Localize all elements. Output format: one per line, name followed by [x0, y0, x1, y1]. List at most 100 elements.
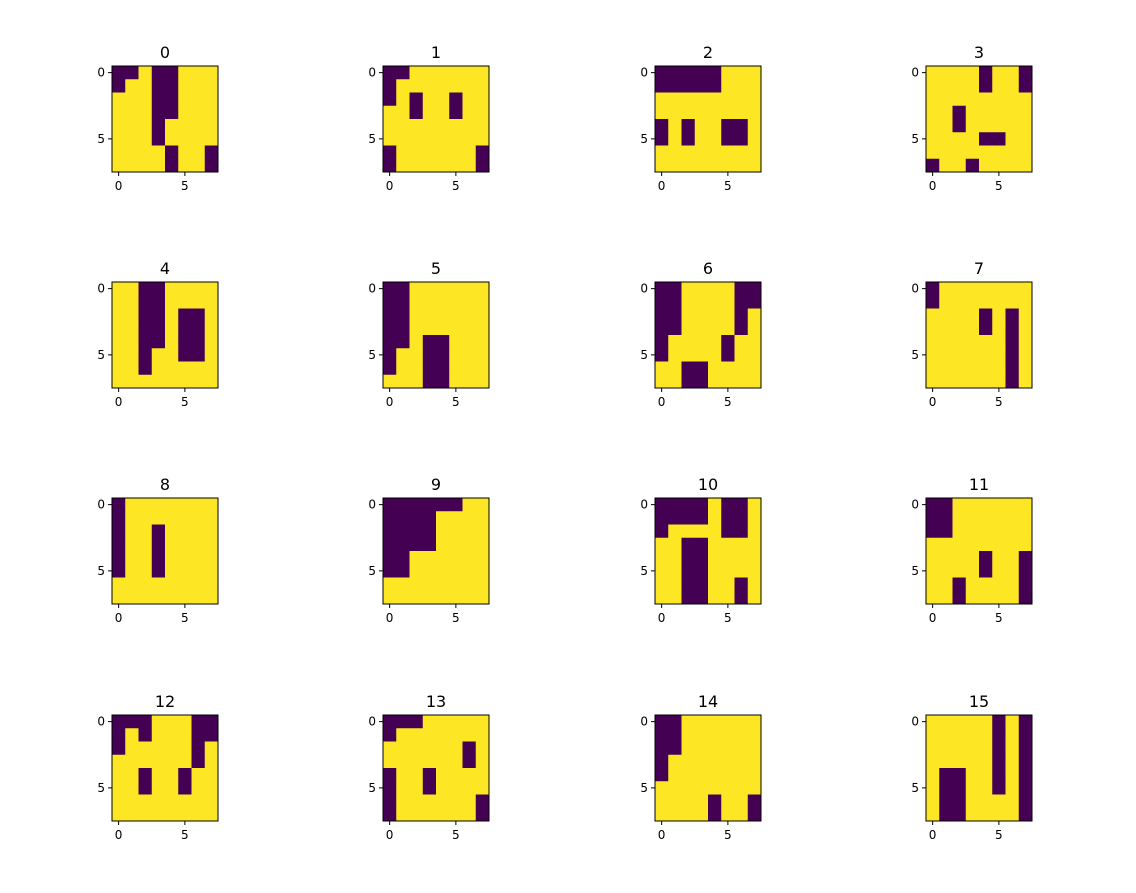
heatmap-cell [178, 754, 192, 769]
heatmap-cell [125, 524, 139, 539]
heatmap-cell [694, 308, 709, 323]
heatmap-cell [1005, 66, 1020, 80]
heatmap-cell [694, 754, 709, 769]
heatmap-cell [992, 537, 1006, 552]
heatmap-cell [409, 132, 424, 146]
y-tick-label: 0 [911, 282, 919, 296]
heatmap-cell [965, 807, 980, 822]
heatmap-cell [979, 741, 993, 756]
heatmap-cell [112, 282, 126, 296]
x-tick-label: 5 [452, 611, 460, 625]
heatmap-cell [668, 715, 682, 729]
heatmap-cell [1018, 295, 1033, 309]
heatmap-cell [191, 158, 206, 173]
heatmap-cell [1018, 498, 1033, 512]
heatmap-cell [655, 537, 669, 552]
heatmap-cell [409, 361, 424, 376]
heatmap-cell [965, 524, 980, 539]
heatmap-cell [979, 537, 993, 552]
heatmap-cell [668, 335, 682, 349]
heatmap-cell [708, 551, 722, 565]
heatmap-cell [409, 105, 424, 120]
heatmap-cell [422, 524, 437, 539]
heatmap-cell [125, 590, 139, 605]
heatmap-cell [138, 295, 153, 309]
heatmap-cell [178, 105, 192, 120]
heatmap-cell [204, 145, 219, 160]
heatmap-cell [178, 145, 192, 160]
heatmap-cell [747, 590, 762, 605]
heatmap-cell [965, 511, 980, 525]
heatmap-cell [747, 145, 762, 160]
heatmap-cell [138, 754, 153, 769]
heatmap-cell [204, 577, 219, 592]
heatmap-cell [475, 564, 490, 578]
heatmap-cell [191, 295, 206, 309]
heatmap-cell [125, 348, 139, 362]
heatmap-cell [694, 92, 709, 107]
heatmap-cell [694, 577, 709, 592]
heatmap-cell [747, 158, 762, 173]
y-tick-label: 5 [911, 348, 919, 362]
heatmap-cell [475, 282, 490, 296]
heatmap-cell [992, 794, 1006, 809]
heatmap-cell [734, 79, 749, 93]
heatmap-cell [396, 119, 410, 133]
heatmap-cell [449, 794, 463, 809]
heatmap-cell [383, 577, 397, 592]
heatmap-cell [734, 158, 749, 173]
heatmap-cell [952, 92, 967, 107]
heatmap-cell [449, 79, 463, 93]
heatmap-cell [475, 551, 490, 565]
heatmap-cell [734, 361, 749, 376]
heatmap-cell [1018, 66, 1033, 80]
heatmap-cell [952, 132, 967, 146]
heatmap-cell [992, 308, 1006, 323]
heatmap-cell [939, 79, 953, 93]
panel-title: 15 [969, 692, 989, 711]
heatmap-cell [952, 374, 967, 389]
heatmap-cell [747, 741, 762, 756]
heatmap-cell [694, 768, 709, 782]
heatmap-cell [939, 551, 953, 565]
heatmap-cell [409, 551, 424, 565]
heatmap-cell [926, 590, 940, 605]
heatmap-cell [178, 132, 192, 146]
heatmap-cell [734, 728, 749, 742]
heatmap-cell [694, 66, 709, 80]
heatmap-cell [939, 781, 953, 795]
panel-title: 3 [974, 43, 984, 62]
heatmap-cell [668, 807, 682, 822]
y-tick-label: 0 [368, 498, 376, 512]
heatmap-cell [178, 794, 192, 809]
heatmap-cell [396, 308, 410, 323]
heatmap-cell [409, 282, 424, 296]
heatmap-cell [151, 511, 166, 525]
heatmap-cell [396, 807, 410, 822]
heatmap-cell [681, 524, 696, 539]
heatmap-cell [449, 564, 463, 578]
heatmap-cell [191, 374, 206, 389]
heatmap-cell [668, 295, 682, 309]
heatmap-cell [383, 132, 397, 146]
heatmap-cell [694, 132, 709, 146]
heatmap-cell [409, 768, 424, 782]
heatmap-cell [204, 321, 219, 336]
heatmap-cell [436, 295, 450, 309]
heatmap-cell [422, 741, 437, 756]
x-tick-label: 5 [995, 611, 1003, 625]
heatmap-cell [436, 728, 450, 742]
heatmap-cell [138, 361, 153, 376]
heatmap-cell [979, 66, 993, 80]
heatmap-cell [747, 498, 762, 512]
heatmap-cell [383, 158, 397, 173]
heatmap-cell [681, 158, 696, 173]
axes-frame [382, 714, 490, 822]
heatmap-cell [151, 282, 166, 296]
heatmap-cell [668, 564, 682, 578]
heatmap-cell [681, 590, 696, 605]
heatmap-cell [708, 92, 722, 107]
panel-title: 14 [698, 692, 718, 711]
heatmap-cell [681, 537, 696, 552]
axes-frame [382, 65, 490, 173]
